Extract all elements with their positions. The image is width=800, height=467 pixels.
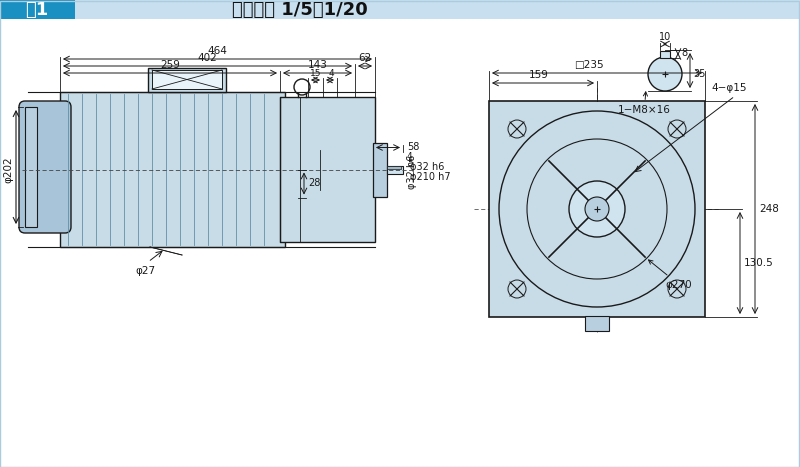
Text: φ210 h7: φ210 h7	[410, 171, 450, 182]
Text: 248: 248	[759, 204, 779, 214]
Text: □235: □235	[574, 60, 604, 70]
Text: 4: 4	[328, 69, 334, 78]
Bar	[148, 68, 226, 92]
Bar	[0, 0, 75, 19]
Circle shape	[569, 181, 625, 237]
Bar	[25, 107, 37, 227]
Text: φ27: φ27	[135, 266, 155, 276]
Bar	[489, 101, 705, 317]
Text: 402: 402	[198, 53, 218, 63]
Text: φ32 h6: φ32 h6	[407, 154, 417, 189]
Text: 259: 259	[160, 60, 180, 70]
Circle shape	[648, 57, 682, 91]
Text: 130.5: 130.5	[744, 258, 774, 268]
Text: 159: 159	[529, 70, 549, 80]
Text: 4−φ15: 4−φ15	[711, 83, 746, 93]
Bar	[60, 92, 285, 247]
Text: 5: 5	[407, 159, 413, 168]
Bar	[152, 70, 222, 89]
Bar	[387, 165, 403, 174]
Circle shape	[585, 197, 609, 221]
Text: 464: 464	[207, 46, 227, 56]
Text: φ270: φ270	[649, 260, 692, 290]
Text: 15: 15	[310, 69, 322, 78]
Bar	[660, 51, 670, 58]
Bar	[280, 97, 375, 242]
Bar	[373, 142, 387, 197]
Text: 1−M8×16: 1−M8×16	[618, 92, 671, 115]
Text: φ32 h6: φ32 h6	[410, 162, 444, 171]
Text: 62: 62	[358, 53, 372, 63]
FancyBboxPatch shape	[19, 101, 71, 233]
Text: 58: 58	[407, 142, 419, 153]
Text: 10: 10	[659, 32, 671, 42]
Bar	[75, 0, 800, 19]
Text: 35: 35	[693, 69, 706, 79]
Bar	[585, 316, 609, 331]
Text: φ202: φ202	[3, 156, 13, 183]
Bar	[387, 165, 401, 169]
Text: 減速比　 1/5～1/20: 減速比 1/5～1/20	[232, 0, 368, 19]
Text: 8: 8	[681, 49, 687, 58]
Text: 4: 4	[407, 152, 413, 161]
Text: 143: 143	[307, 60, 327, 70]
Text: 図1: 図1	[26, 0, 49, 19]
Text: 28: 28	[308, 178, 320, 189]
